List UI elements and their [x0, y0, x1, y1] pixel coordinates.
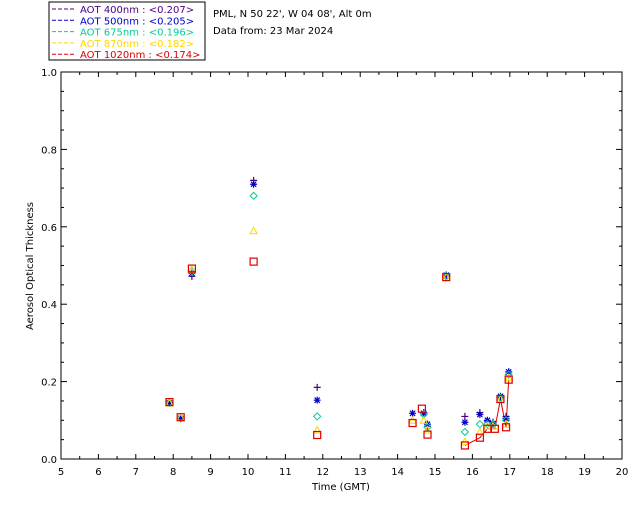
- data-point: [313, 396, 321, 404]
- data-point: [313, 383, 321, 391]
- data-point: [420, 409, 428, 417]
- x-tick-label: 9: [207, 467, 213, 478]
- series-line: [464, 379, 510, 446]
- x-axis-title: Time (GMT): [311, 482, 370, 493]
- data-point: [504, 375, 513, 384]
- legend-label: AOT 1020nm : <0.174>: [80, 50, 200, 61]
- date-info: Data from: 23 Mar 2024: [213, 26, 333, 37]
- y-tick-label: 0.2: [41, 378, 57, 389]
- data-point: [501, 423, 511, 432]
- x-tick-label: 12: [316, 467, 329, 478]
- series-points: [165, 176, 514, 450]
- data-point: [496, 393, 505, 403]
- data-point: [177, 414, 185, 422]
- y-tick-label: 0.0: [41, 455, 57, 466]
- data-point: [475, 419, 485, 429]
- data-point: [408, 418, 417, 428]
- data-point: [505, 368, 513, 376]
- data-point: [461, 418, 469, 426]
- data-point: [504, 370, 513, 379]
- x-tick-label: 10: [242, 467, 255, 478]
- legend-box: [48, 1, 206, 61]
- x-tick-label: 6: [95, 467, 101, 478]
- data-point: [409, 409, 417, 417]
- x-tick-label: 13: [354, 467, 367, 478]
- data-point: [496, 394, 505, 404]
- x-tick-label: 5: [58, 467, 64, 478]
- y-tick-label: 0.4: [41, 300, 57, 311]
- data-point: [313, 430, 322, 440]
- data-point: [419, 410, 428, 419]
- data-point: [176, 413, 185, 422]
- data-point: [475, 433, 484, 442]
- data-point: [504, 373, 514, 382]
- x-tick-label: 15: [429, 467, 442, 478]
- data-point: [419, 415, 429, 424]
- x-tick-label: 17: [503, 467, 516, 478]
- y-tick-label: 0.6: [41, 223, 57, 234]
- data-point: [312, 425, 322, 434]
- plot-frame: [60, 71, 623, 460]
- x-tick-label: 8: [170, 467, 176, 478]
- axis-tick-labels: 5 6 7 8 9 10 11 12 13 14 15 16 17 18 19 20 0.0 0.2 0.4 0.6 0…: [41, 68, 628, 478]
- y-tick-label: 1.0: [41, 68, 57, 79]
- data-point: [423, 430, 432, 439]
- axis-ticks: [60, 71, 623, 460]
- data-point: [312, 412, 322, 421]
- series-lines: [464, 379, 510, 446]
- x-tick-label: 7: [133, 467, 139, 478]
- data-point: [165, 399, 173, 407]
- data-point: [442, 271, 450, 279]
- data-point: [249, 257, 258, 266]
- data-point: [502, 414, 510, 422]
- data-point: [188, 269, 196, 277]
- legend-label: AOT 870nm : <0.182>: [80, 39, 194, 50]
- data-point: [488, 419, 498, 429]
- data-point: [460, 427, 470, 437]
- data-point: [187, 264, 196, 273]
- data-point: [423, 425, 432, 434]
- legend: AOT 400nm : <0.207>AOT 500nm : <0.205>AO…: [48, 1, 206, 61]
- data-point: [249, 191, 258, 201]
- legend-label: AOT 400nm : <0.207>: [80, 5, 194, 16]
- data-point: [249, 226, 258, 235]
- x-tick-label: 14: [391, 467, 404, 478]
- data-point: [475, 427, 485, 436]
- legend-label: AOT 500nm : <0.205>: [80, 16, 194, 27]
- y-axis-title: Aerosol Optical Thickness: [25, 202, 36, 330]
- data-point: [460, 437, 470, 446]
- data-point: [250, 180, 258, 188]
- x-tick-label: 16: [466, 467, 479, 478]
- data-point: [483, 419, 492, 429]
- x-tick-label: 19: [578, 467, 591, 478]
- data-point: [417, 404, 427, 413]
- x-tick-label: 11: [279, 467, 292, 478]
- data-point: [476, 410, 484, 418]
- x-tick-label: 18: [541, 467, 554, 478]
- data-point: [165, 398, 174, 407]
- site-info: PML, N 50 22', W 04 08', Alt 0m: [213, 9, 372, 20]
- x-tick-label: 20: [616, 467, 629, 478]
- data-point: [460, 441, 470, 450]
- data-point: [442, 273, 451, 282]
- data-point: [490, 424, 499, 433]
- legend-label: AOT 675nm : <0.196>: [80, 28, 194, 39]
- y-tick-label: 0.8: [41, 145, 57, 156]
